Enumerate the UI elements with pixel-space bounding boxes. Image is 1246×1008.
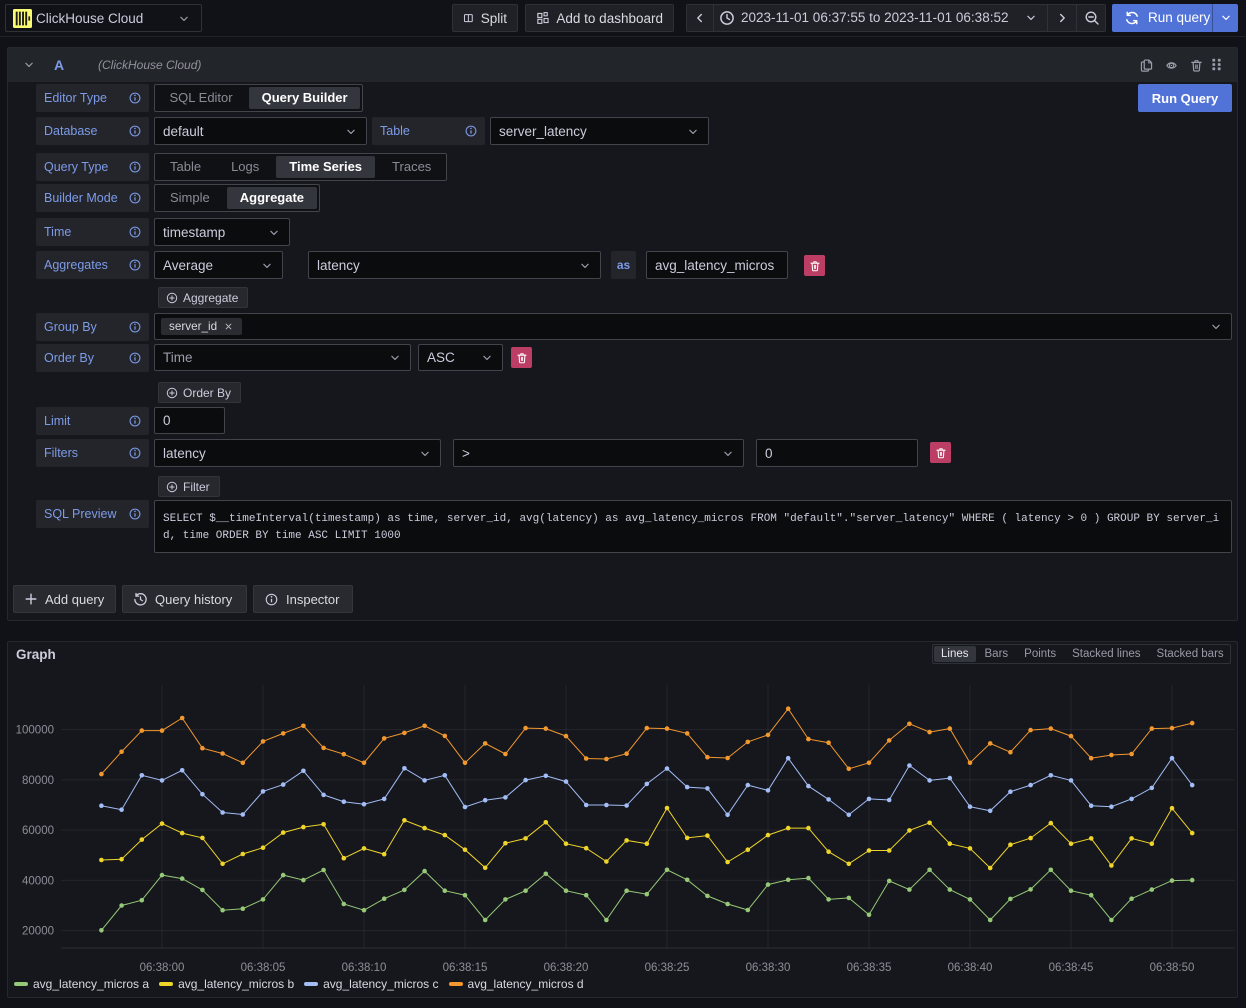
svg-text:40000: 40000 [22,875,54,887]
svg-text:20000: 20000 [22,926,54,938]
svg-text:06:38:25: 06:38:25 [645,962,690,974]
svg-text:06:38:20: 06:38:20 [544,962,589,974]
svg-text:06:38:50: 06:38:50 [1150,962,1195,974]
svg-text:06:38:45: 06:38:45 [1049,962,1094,974]
svg-text:100000: 100000 [16,725,54,737]
svg-text:80000: 80000 [22,775,54,787]
svg-text:60000: 60000 [22,825,54,837]
svg-text:06:38:35: 06:38:35 [847,962,892,974]
svg-text:06:38:40: 06:38:40 [948,962,993,974]
svg-text:06:38:15: 06:38:15 [443,962,488,974]
svg-text:06:38:00: 06:38:00 [140,962,185,974]
svg-text:06:38:30: 06:38:30 [746,962,791,974]
svg-text:06:38:10: 06:38:10 [342,962,387,974]
svg-text:06:38:05: 06:38:05 [241,962,286,974]
